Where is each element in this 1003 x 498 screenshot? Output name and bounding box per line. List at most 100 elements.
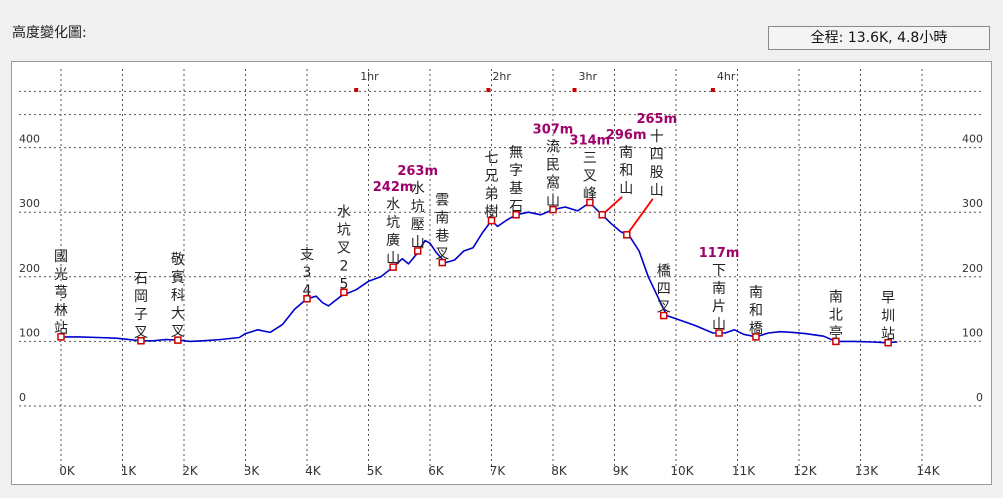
waypoint-label-char: 水 <box>386 197 400 213</box>
waypoint-label-char: 片 <box>712 299 726 315</box>
waypoint-label-char: 三 <box>583 151 597 167</box>
y-tick-label-left: 100 <box>19 326 40 339</box>
waypoint-marker <box>884 338 892 347</box>
waypoint-label-char: 民 <box>546 158 560 174</box>
waypoint-label-char: 山 <box>386 251 400 267</box>
y-tick-label-right: 400 <box>962 133 983 146</box>
waypoint-label-char: 子 <box>134 307 148 323</box>
waypoint-label-char: 南 <box>712 281 726 297</box>
x-tick-label: 1K <box>121 464 138 478</box>
waypoint-label-char: 山 <box>619 181 633 197</box>
waypoint-label-char: 兄 <box>485 169 499 185</box>
waypoint-label-char: 窩 <box>546 175 560 192</box>
time-mark-label: 3hr <box>579 70 598 83</box>
waypoint-label-char: 芎 <box>54 285 68 301</box>
x-tick-label: 11K <box>732 464 756 478</box>
chart-title: 高度變化圖: <box>12 25 87 41</box>
waypoint-label-char: 站 <box>54 321 68 337</box>
waypoint-label-char: 和 <box>619 163 633 179</box>
waypoint-elevation-label: 117m <box>699 246 740 261</box>
x-tick-label: 12K <box>793 464 817 478</box>
waypoint-marker <box>340 288 348 297</box>
waypoint-label-char: 圳 <box>881 309 895 325</box>
waypoint-marker <box>832 337 840 346</box>
waypoint-label-char: 南 <box>829 289 843 305</box>
waypoint-label-char: 4 <box>303 283 312 299</box>
waypoint-label-char: 基 <box>509 180 523 197</box>
waypoint-marker <box>303 295 311 303</box>
waypoint-leader-line <box>626 198 654 236</box>
waypoint-label-char: 弟 <box>485 187 499 203</box>
waypoint-label-char: 亭 <box>829 324 843 341</box>
waypoint-marker <box>137 337 145 345</box>
x-tick-label: 2K <box>182 464 199 478</box>
plot-area <box>11 61 992 485</box>
waypoint-label-char: 光 <box>54 267 68 283</box>
x-tick-label: 7K <box>490 464 507 478</box>
waypoint-label-char: 坑 <box>411 199 425 215</box>
waypoint-marker <box>752 333 760 341</box>
waypoint-label-char: 叉 <box>134 325 148 341</box>
waypoint-label-char: 四 <box>650 147 664 163</box>
waypoint-label-char: 南 <box>435 211 449 227</box>
waypoint-label-char: 南 <box>749 285 763 301</box>
waypoint-label-char: 壓 <box>411 217 425 233</box>
waypoint-label-char: 大 <box>171 306 185 322</box>
waypoint-label-char: 岡 <box>134 289 148 305</box>
waypoint-label-char: 叉 <box>435 247 449 263</box>
x-tick-label: 4K <box>305 464 322 478</box>
waypoint-label-char: 巷 <box>435 229 449 245</box>
waypoint-label-char: 山 <box>546 194 560 210</box>
x-tick-label: 3K <box>244 464 261 478</box>
waypoint-label-char: 叉 <box>657 300 671 316</box>
waypoint-label-char: 橋 <box>657 264 671 280</box>
waypoint-label-char: 峰 <box>583 187 597 203</box>
waypoint-label-char: 和 <box>749 303 763 319</box>
waypoint-label-char: 林 <box>54 303 68 319</box>
time-mark-label: 1hr <box>360 70 379 83</box>
waypoint-label-char: 水 <box>411 181 425 197</box>
waypoint-elevation-label: 296m <box>606 128 647 143</box>
waypoint-label-char: 山 <box>712 317 726 333</box>
waypoint-label-char: 下 <box>712 263 726 279</box>
waypoint-label-char: 山 <box>650 183 664 199</box>
waypoint-marker <box>549 205 557 214</box>
waypoint-elevation-label: 263m <box>397 164 438 179</box>
waypoint-label-char: 廣 <box>386 232 400 249</box>
waypoint-marker <box>389 263 397 271</box>
time-mark-marker <box>572 88 577 92</box>
waypoint-marker <box>586 198 594 207</box>
x-tick-label: 0K <box>59 464 76 478</box>
waypoint-elevation-label: 242m <box>373 180 414 195</box>
waypoint-label-char: 早 <box>881 291 895 307</box>
waypoint-marker <box>598 211 606 219</box>
waypoint-label-char: 水 <box>337 204 351 220</box>
waypoint-elevation-label: 307m <box>533 123 574 138</box>
elevation-chart: 0 0 100 100 200 200 300 300 400 400 0K 1K 2K 3K 4K 5K 6K… <box>11 61 992 485</box>
waypoint-label-char: 2 <box>339 258 348 274</box>
waypoint-marker <box>438 258 447 267</box>
waypoint-label-char: 橋 <box>749 321 763 337</box>
y-tick-label-left: 300 <box>19 197 40 210</box>
x-tick-label: 6K <box>428 464 445 478</box>
waypoint-label-char: 坑 <box>337 222 351 238</box>
elevation-profile-line <box>61 201 898 344</box>
time-mark-marker <box>710 88 715 92</box>
waypoint-elevation-label: 314m <box>570 134 611 149</box>
waypoint-label-char: 3 <box>303 265 312 281</box>
waypoint-label-char: 5 <box>339 276 348 292</box>
waypoint-marker <box>715 329 723 337</box>
waypoint-label-char: 北 <box>829 307 843 323</box>
waypoint-label-char: 叉 <box>583 169 597 185</box>
waypoint-label-char: 站 <box>881 327 895 343</box>
waypoint-label-char: 叉 <box>337 240 351 256</box>
waypoint-label-char: 無 <box>509 145 523 161</box>
route-summary: 全程: 13.6K, 4.8小時 <box>768 26 990 50</box>
waypoint-label-char: 賓 <box>171 269 185 286</box>
waypoint-marker <box>57 333 65 341</box>
x-tick-label: 9K <box>613 464 630 478</box>
waypoint-label-char: 石 <box>509 199 523 215</box>
y-tick-label-right: 0 <box>976 391 983 404</box>
waypoint-label-char: 石 <box>134 271 148 287</box>
y-tick-label-left: 400 <box>19 133 40 146</box>
